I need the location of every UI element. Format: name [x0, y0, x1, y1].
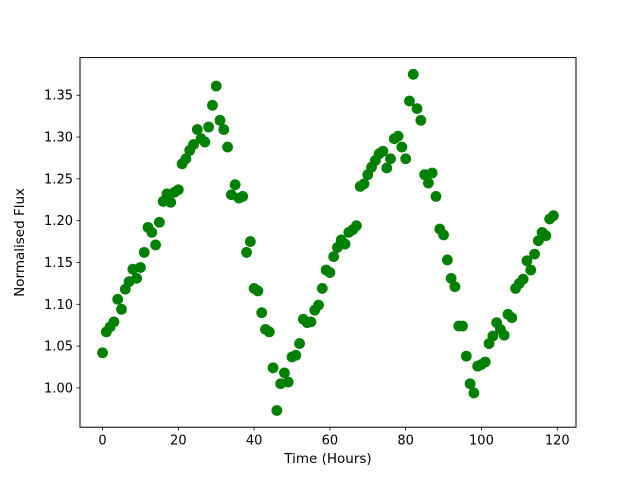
y-axis-label: Normalised Flux: [12, 188, 28, 297]
data-point: [207, 99, 218, 111]
data-point: [146, 226, 158, 238]
data-point: [150, 239, 161, 251]
data-point: [426, 167, 438, 179]
data-point: [521, 255, 533, 267]
data-point: [282, 376, 294, 388]
y-tick-label: 1.20: [44, 214, 73, 229]
data-point: [116, 303, 127, 315]
data-point: [404, 95, 415, 107]
data-point: [294, 338, 305, 349]
x-tick-label: 120: [545, 434, 570, 449]
data-point: [328, 251, 340, 263]
x-axis-label: Time (Hours): [283, 451, 371, 467]
data-point: [153, 216, 165, 228]
x-tick-label: 0: [98, 434, 106, 449]
y-tick-label: 1.00: [44, 381, 73, 396]
data-point: [430, 191, 442, 202]
x-tick-label: 100: [469, 434, 494, 449]
data-point: [237, 191, 249, 202]
data-point: [396, 141, 408, 153]
data-point: [263, 326, 275, 338]
data-point: [464, 378, 476, 390]
data-point: [525, 264, 537, 276]
data-point: [548, 210, 559, 222]
data-point: [214, 114, 226, 126]
data-point: [415, 114, 427, 126]
data-point: [180, 153, 192, 165]
data-point: [351, 220, 362, 232]
data-point: [305, 316, 317, 328]
data-point: [210, 80, 222, 92]
data-point: [324, 267, 336, 278]
data-point: [108, 316, 120, 328]
data-point: [358, 178, 370, 190]
data-point: [487, 330, 499, 342]
data-point: [203, 121, 215, 133]
data-point: [517, 273, 529, 285]
data-point: [407, 68, 419, 80]
data-point: [498, 329, 510, 341]
data-point: [256, 307, 268, 319]
data-point: [244, 236, 256, 247]
data-point: [423, 177, 434, 189]
data-point: [479, 356, 491, 368]
data-point: [313, 299, 324, 311]
data-point: [392, 130, 404, 142]
data-point: [506, 312, 518, 324]
data-point: [267, 362, 279, 374]
y-tick-label: 1.15: [44, 256, 73, 271]
y-axis-ticks: 1.00 1.05 1.10 1.15 1.20 1.25 1.30 1.35: [44, 89, 80, 396]
data-point: [191, 124, 203, 135]
x-tick-label: 80: [397, 434, 414, 449]
data-point: [460, 350, 472, 362]
data-point: [131, 272, 143, 284]
y-tick-label: 1.30: [44, 131, 73, 146]
data-point: [112, 293, 124, 305]
data-point: [222, 141, 233, 153]
data-point: [529, 248, 540, 260]
data-point: [532, 235, 544, 247]
data-point: [381, 162, 393, 174]
x-tick-label: 20: [170, 434, 187, 449]
x-axis-ticks: 0 20 40 60 80 100 120: [98, 427, 570, 449]
data-point: [411, 103, 423, 115]
data-point: [441, 254, 453, 266]
data-point: [468, 387, 480, 399]
y-tick-label: 1.25: [44, 172, 73, 187]
data-point: [377, 145, 389, 157]
data-point: [138, 247, 150, 258]
data-point: [445, 272, 457, 284]
data-point: [218, 124, 230, 135]
data-point: [457, 320, 468, 332]
data-point: [385, 153, 396, 165]
data-point: [316, 282, 328, 294]
data-point: [97, 347, 108, 359]
x-tick-label: 60: [322, 434, 339, 449]
y-tick-label: 1.35: [44, 89, 73, 104]
y-tick-label: 1.05: [44, 340, 73, 355]
data-point: [172, 184, 184, 196]
data-point: [165, 196, 177, 208]
data-point: [438, 229, 449, 241]
data-point: [241, 247, 252, 258]
data-point: [279, 367, 290, 379]
data-point: [400, 153, 412, 165]
data-point: [339, 238, 351, 250]
plot-frame: [79, 57, 577, 428]
data-point: [252, 285, 264, 297]
data-point: [449, 281, 461, 293]
data-point: [229, 179, 241, 191]
data-point: [199, 136, 211, 148]
data-point: [271, 405, 283, 416]
data-point: [540, 230, 552, 242]
x-tick-label: 40: [246, 434, 263, 449]
data-point: [290, 349, 302, 361]
data-point: [135, 262, 146, 273]
data-points: [97, 68, 559, 416]
data-point: [188, 139, 199, 150]
y-tick-label: 1.10: [44, 298, 73, 313]
